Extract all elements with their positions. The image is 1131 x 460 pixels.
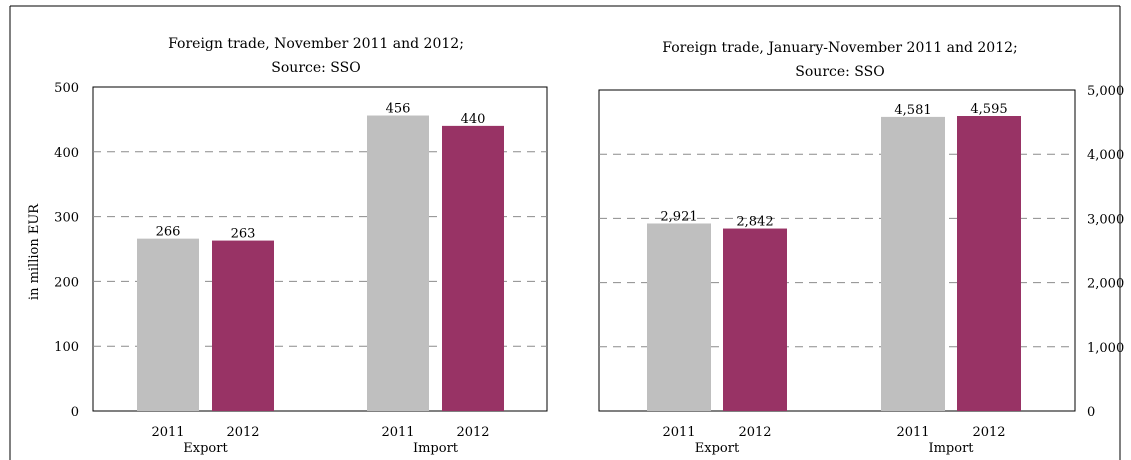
y-tick-label: 400	[54, 146, 79, 161]
bar-export-2011	[137, 238, 199, 411]
chart-title-line-1: Foreign trade, January-November 2011 and…	[662, 40, 1017, 56]
x-tick-label: 2011	[662, 425, 695, 440]
data-label: 4,581	[894, 103, 931, 118]
chart-title-line-2: Source: SSO	[271, 60, 360, 76]
y-tick-label: 1,000	[1087, 341, 1124, 356]
group-label-import: Import	[413, 441, 459, 456]
group-label-export: Export	[183, 441, 228, 456]
y-tick-label: 500	[54, 81, 79, 96]
data-label: 4,595	[970, 102, 1007, 117]
y-tick-label: 0	[1087, 405, 1095, 420]
x-tick-label: 2011	[381, 425, 414, 440]
data-label: 266	[156, 225, 181, 240]
chart-january-november: Foreign trade, January-November 2011 and…	[598, 40, 1124, 456]
y-tick-label: 4,000	[1087, 148, 1124, 163]
y-tick-label: 2,000	[1087, 277, 1124, 292]
data-label: 456	[386, 102, 411, 117]
data-label: 2,921	[660, 209, 697, 224]
data-label: 2,842	[736, 215, 773, 230]
chart-title-line-2: Source: SSO	[795, 64, 884, 80]
bar-import-2011	[881, 116, 945, 411]
y-tick-label: 3,000	[1087, 212, 1124, 227]
bar-export-2012	[723, 228, 787, 411]
y-tick-label: 100	[54, 340, 79, 355]
group-label-export: Export	[695, 441, 740, 456]
y-axis-label: in million EUR	[27, 203, 42, 300]
x-tick-label: 2012	[226, 425, 259, 440]
x-tick-label: 2011	[151, 425, 184, 440]
plot-area: 0 1,000 2,000 3,000 4,000 5,000 2,921 2011 2,842…	[598, 84, 1124, 456]
y-tick-label: 300	[54, 211, 79, 226]
y-tick-label: 0	[71, 405, 79, 420]
y-tick-label: 5,000	[1087, 84, 1124, 99]
group-label-import: Import	[928, 441, 974, 456]
bar-import-2012	[442, 125, 504, 411]
data-label: 440	[461, 112, 486, 127]
bar-import-2011	[367, 115, 429, 412]
x-tick-label: 2011	[896, 425, 929, 440]
x-tick-label: 2012	[972, 425, 1005, 440]
chart-november: Foreign trade, November 2011 and 2012; S…	[27, 36, 548, 456]
x-tick-label: 2012	[456, 425, 489, 440]
plot-frame	[598, 89, 1076, 412]
x-tick-label: 2012	[738, 425, 771, 440]
y-tick-label: 200	[54, 275, 79, 290]
bar-export-2011	[647, 223, 711, 411]
chart-title-line-1: Foreign trade, November 2011 and 2012;	[168, 36, 464, 52]
plot-area: 010020030040050026620112632012Export4562…	[54, 81, 548, 456]
bar-import-2012	[957, 116, 1021, 411]
plot-frame	[92, 86, 548, 412]
bar-export-2012	[212, 240, 274, 411]
data-label: 263	[231, 227, 256, 242]
